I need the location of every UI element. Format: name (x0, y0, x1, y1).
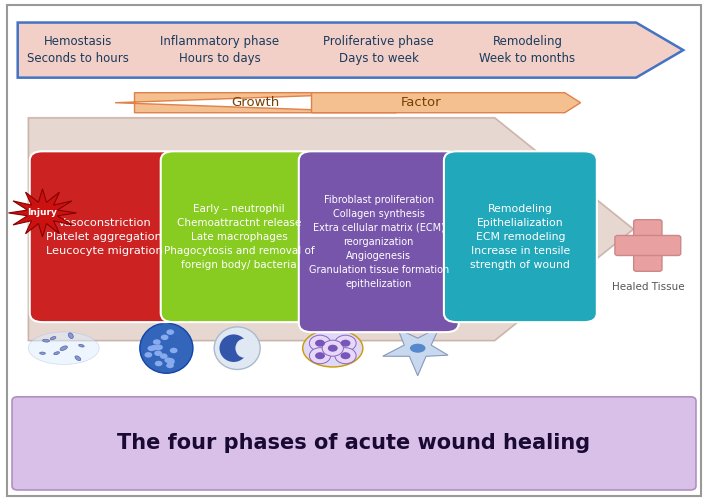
Ellipse shape (75, 356, 81, 361)
Polygon shape (115, 93, 396, 113)
Text: Healed Tissue: Healed Tissue (612, 282, 684, 292)
Ellipse shape (215, 327, 261, 370)
Circle shape (153, 339, 161, 345)
Ellipse shape (322, 340, 343, 356)
Ellipse shape (302, 330, 363, 367)
Circle shape (144, 352, 152, 358)
Circle shape (341, 340, 350, 347)
FancyBboxPatch shape (7, 5, 701, 496)
Circle shape (167, 359, 175, 365)
Ellipse shape (40, 352, 45, 354)
Circle shape (341, 352, 350, 359)
Text: Factor: Factor (401, 96, 442, 109)
Circle shape (155, 345, 163, 350)
Polygon shape (8, 189, 76, 237)
Circle shape (315, 340, 325, 347)
Circle shape (154, 351, 162, 356)
Ellipse shape (219, 335, 248, 362)
Polygon shape (18, 23, 683, 78)
Text: Early – neutrophil
Chemoattractnt release
Late macrophages
Phagocytosis and remo: Early – neutrophil Chemoattractnt releas… (164, 204, 314, 270)
Circle shape (328, 345, 338, 352)
Circle shape (161, 335, 169, 340)
Text: Hemostasis
Seconds to hours: Hemostasis Seconds to hours (27, 35, 129, 65)
Text: The four phases of acute wound healing: The four phases of acute wound healing (118, 433, 590, 453)
Ellipse shape (309, 335, 331, 351)
Text: Remodeling
Epithelialization
ECM remodeling
Increase in tensile
strength of woun: Remodeling Epithelialization ECM remodel… (470, 204, 571, 270)
Ellipse shape (54, 352, 59, 355)
Ellipse shape (50, 337, 56, 340)
FancyBboxPatch shape (615, 235, 680, 256)
Ellipse shape (235, 339, 253, 358)
Circle shape (147, 346, 155, 351)
Polygon shape (312, 93, 581, 113)
Ellipse shape (28, 332, 99, 365)
Circle shape (315, 352, 325, 359)
FancyBboxPatch shape (12, 397, 696, 490)
FancyBboxPatch shape (299, 151, 459, 332)
Ellipse shape (60, 346, 67, 351)
Ellipse shape (79, 344, 84, 347)
Text: Proliferative phase
Days to week: Proliferative phase Days to week (324, 35, 434, 65)
Circle shape (151, 345, 159, 350)
Text: Injury: Injury (28, 208, 57, 217)
Circle shape (155, 345, 163, 350)
Ellipse shape (68, 333, 74, 339)
Ellipse shape (410, 344, 426, 353)
Text: Fibroblast proliferation
Collagen synthesis
Extra cellular matrix (ECM)
reorgani: Fibroblast proliferation Collagen synthe… (309, 195, 449, 289)
Circle shape (167, 358, 175, 364)
Polygon shape (383, 327, 448, 376)
Text: Vasoconstriction
Platelet aggregation
Leucocyte migration: Vasoconstriction Platelet aggregation Le… (46, 218, 163, 256)
Circle shape (170, 348, 178, 353)
FancyBboxPatch shape (161, 151, 317, 322)
Text: Remodeling
Week to months: Remodeling Week to months (479, 35, 576, 65)
Circle shape (160, 353, 168, 359)
Circle shape (166, 363, 174, 368)
Circle shape (164, 357, 172, 363)
Circle shape (155, 361, 163, 366)
Ellipse shape (335, 335, 356, 351)
Text: Inflammatory phase
Hours to days: Inflammatory phase Hours to days (160, 35, 279, 65)
Text: Growth: Growth (231, 96, 279, 109)
FancyBboxPatch shape (444, 151, 597, 322)
Ellipse shape (335, 348, 356, 364)
Ellipse shape (42, 339, 50, 342)
Polygon shape (28, 118, 634, 341)
FancyBboxPatch shape (30, 151, 179, 322)
FancyBboxPatch shape (634, 219, 662, 272)
Circle shape (166, 329, 174, 335)
Ellipse shape (139, 323, 193, 373)
Ellipse shape (309, 348, 331, 364)
